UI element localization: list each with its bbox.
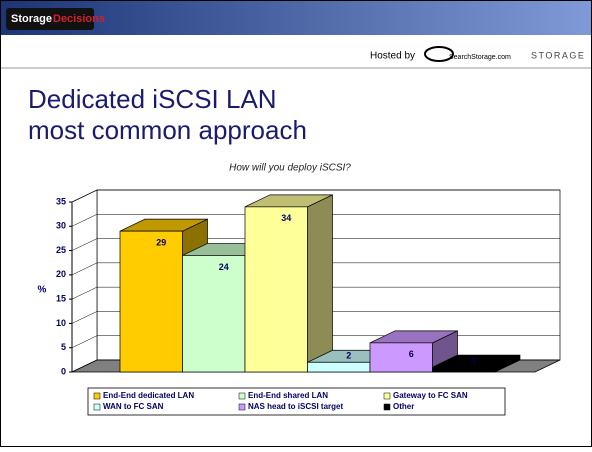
- value-label: 34: [281, 213, 291, 223]
- grid-line: [71, 311, 560, 324]
- side-wall: [71, 189, 98, 373]
- bar: [244, 206, 308, 373]
- host-logo: [424, 46, 454, 62]
- bar: [307, 361, 371, 373]
- slide-title: most common approach: [28, 115, 307, 145]
- value-label: 6: [409, 349, 414, 359]
- logo-box: [6, 8, 94, 30]
- y-tick-label: 25: [56, 245, 66, 255]
- legend-label: End-End dedicated LAN: [103, 391, 194, 400]
- hosted-by: Hosted by: [370, 51, 415, 62]
- legend-label: Other: [393, 402, 414, 411]
- host: SearchStorage.com: [449, 54, 511, 61]
- legend-label: NAS head to iSCSI target: [248, 402, 343, 411]
- bar-side: [307, 194, 333, 373]
- grid-line: [71, 214, 560, 227]
- chart-subtitle: How will you deploy iSCSI?: [229, 163, 351, 174]
- legend-label: End-End shared LAN: [248, 391, 328, 400]
- bar: [369, 342, 433, 373]
- y-tick-label: 30: [56, 221, 66, 231]
- header-bar: [1, 1, 591, 35]
- legend-swatch: [93, 403, 101, 411]
- value-label: 29: [156, 238, 166, 248]
- value-label: 1: [471, 356, 476, 366]
- bar: [182, 255, 246, 373]
- legend-swatch: [383, 392, 391, 400]
- y-tick-label: 20: [56, 269, 66, 279]
- grid-line: [71, 262, 560, 276]
- grid-line: [71, 189, 560, 203]
- brand-accent: Decisions: [53, 13, 105, 25]
- value-label: 2: [346, 351, 351, 361]
- legend-label: Gateway to FC SAN: [393, 391, 468, 400]
- legend-label: WAN to FC SAN: [103, 402, 164, 411]
- grid-line: [71, 286, 560, 300]
- y-axis-label: %: [38, 285, 47, 296]
- y-tick-label: 10: [56, 318, 66, 328]
- bar: [432, 366, 496, 373]
- legend-swatch: [383, 403, 391, 411]
- slide-title: Dedicated iSCSI LAN: [28, 84, 277, 114]
- grid-line: [71, 238, 560, 251]
- legend: [87, 387, 506, 416]
- brand: Storage: [11, 13, 52, 25]
- y-tick-label: 35: [56, 196, 66, 206]
- legend-swatch: [93, 392, 101, 400]
- legend-swatch: [238, 392, 246, 400]
- host-brand: STORAGE: [531, 50, 585, 60]
- value-label: 24: [219, 262, 229, 272]
- legend-swatch: [238, 403, 246, 411]
- y-tick-label: 0: [61, 366, 66, 376]
- y-tick-label: 15: [56, 294, 66, 304]
- bar: [119, 230, 183, 373]
- y-tick-label: 5: [61, 342, 66, 352]
